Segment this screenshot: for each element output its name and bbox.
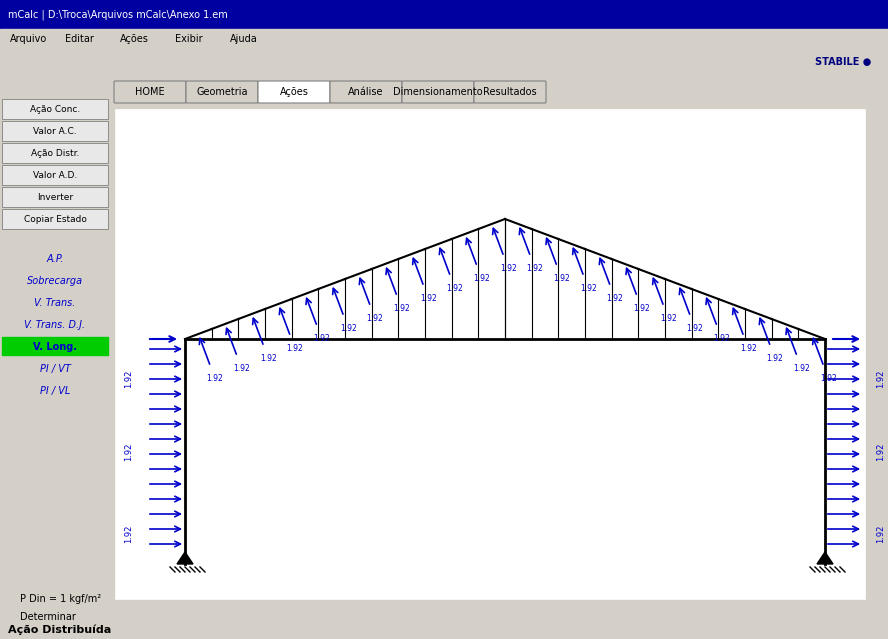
Text: 1.92: 1.92 — [313, 334, 329, 343]
Text: Ação Distribuída: Ação Distribuída — [8, 625, 111, 635]
Text: 1.92: 1.92 — [260, 353, 276, 362]
Text: 1.92: 1.92 — [124, 442, 133, 461]
Text: 1.92: 1.92 — [793, 364, 810, 373]
Text: Ação Conc.: Ação Conc. — [30, 105, 80, 114]
Bar — [110, 603, 866, 621]
Polygon shape — [817, 552, 833, 564]
Text: 1.92: 1.92 — [553, 273, 570, 282]
Bar — [0, 621, 888, 639]
Text: Sobrecarga: Sobrecarga — [27, 276, 83, 286]
Text: Inverter: Inverter — [37, 192, 73, 201]
Text: Copiar Estado: Copiar Estado — [24, 215, 86, 224]
Bar — [828, 623, 880, 637]
Text: 1.92: 1.92 — [393, 304, 410, 312]
Text: 1.92: 1.92 — [740, 344, 757, 353]
Text: P Din = 1 kgf/m²: P Din = 1 kgf/m² — [20, 594, 101, 604]
Bar — [2, 165, 108, 185]
Text: 1.92: 1.92 — [820, 374, 836, 383]
Text: Arquivo: Arquivo — [10, 34, 47, 44]
FancyBboxPatch shape — [258, 81, 330, 103]
Text: Ações: Ações — [120, 34, 149, 44]
Text: Valor A.D.: Valor A.D. — [33, 171, 77, 180]
Text: 1.92: 1.92 — [580, 284, 597, 293]
Text: Resultados: Resultados — [483, 87, 537, 97]
Text: Dimensionamento: Dimensionamento — [393, 87, 483, 97]
Bar — [2, 143, 108, 163]
Text: 1.92: 1.92 — [686, 323, 703, 332]
FancyBboxPatch shape — [330, 81, 402, 103]
Text: 1.92: 1.92 — [660, 314, 677, 323]
Text: 1.92: 1.92 — [367, 314, 384, 323]
FancyBboxPatch shape — [474, 81, 546, 103]
Text: Valor A.C.: Valor A.C. — [33, 127, 77, 135]
Text: Ações: Ações — [280, 87, 308, 97]
Text: 1.92: 1.92 — [447, 284, 464, 293]
Text: 1.92: 1.92 — [124, 370, 133, 388]
Text: 1.92: 1.92 — [207, 374, 223, 383]
Text: 1.92: 1.92 — [713, 334, 730, 343]
Text: Geometria: Geometria — [196, 87, 248, 97]
Bar — [2, 209, 108, 229]
Text: Determinar: Determinar — [20, 612, 75, 622]
Bar — [2, 187, 108, 207]
Text: 1.92: 1.92 — [124, 525, 133, 543]
Text: 1.92: 1.92 — [766, 353, 783, 362]
Bar — [2, 99, 108, 119]
Bar — [0, 49, 888, 74]
Bar — [110, 74, 888, 104]
FancyBboxPatch shape — [402, 81, 474, 103]
Text: 1.92: 1.92 — [876, 370, 885, 388]
Text: 1.92: 1.92 — [633, 304, 650, 312]
Text: PI / VT: PI / VT — [40, 364, 70, 374]
FancyBboxPatch shape — [114, 81, 186, 103]
FancyBboxPatch shape — [186, 81, 258, 103]
Text: 1.92: 1.92 — [500, 263, 517, 272]
Text: mCalc | D:\Troca\Arquivos mCalc\Anexo 1.em: mCalc | D:\Troca\Arquivos mCalc\Anexo 1.… — [8, 10, 227, 20]
Bar — [2, 337, 108, 355]
Text: STABILE ●: STABILE ● — [815, 57, 871, 67]
Text: 1.92: 1.92 — [473, 273, 490, 282]
Text: 1.92: 1.92 — [876, 525, 885, 543]
Bar — [0, 0, 888, 29]
Text: Ação Distr.: Ação Distr. — [31, 148, 79, 157]
Text: 1.92: 1.92 — [527, 263, 543, 272]
Text: 1.92: 1.92 — [340, 323, 357, 332]
Text: PI / VL: PI / VL — [40, 386, 70, 396]
Text: Ajuda: Ajuda — [230, 34, 258, 44]
Bar — [0, 29, 888, 49]
Bar — [0, 104, 110, 639]
Text: 1.92: 1.92 — [420, 293, 437, 302]
Text: Exibir: Exibir — [175, 34, 202, 44]
Bar — [866, 104, 886, 621]
Polygon shape — [177, 552, 193, 564]
Text: Análise: Análise — [348, 87, 384, 97]
Text: V. Trans.: V. Trans. — [35, 298, 75, 308]
Text: 1.92: 1.92 — [287, 344, 303, 353]
Text: 1.92: 1.92 — [607, 293, 623, 302]
Text: V. Trans. D.J.: V. Trans. D.J. — [25, 320, 85, 330]
Text: Editar: Editar — [65, 34, 94, 44]
Text: 1.92: 1.92 — [876, 442, 885, 461]
Text: 1.92: 1.92 — [234, 364, 250, 373]
Bar — [2, 121, 108, 141]
Text: RECT: RECT — [850, 625, 876, 635]
Text: A.P.: A.P. — [46, 254, 64, 264]
Bar — [115, 109, 865, 599]
Text: V. Long.: V. Long. — [33, 342, 77, 352]
Text: HOME: HOME — [135, 87, 165, 97]
